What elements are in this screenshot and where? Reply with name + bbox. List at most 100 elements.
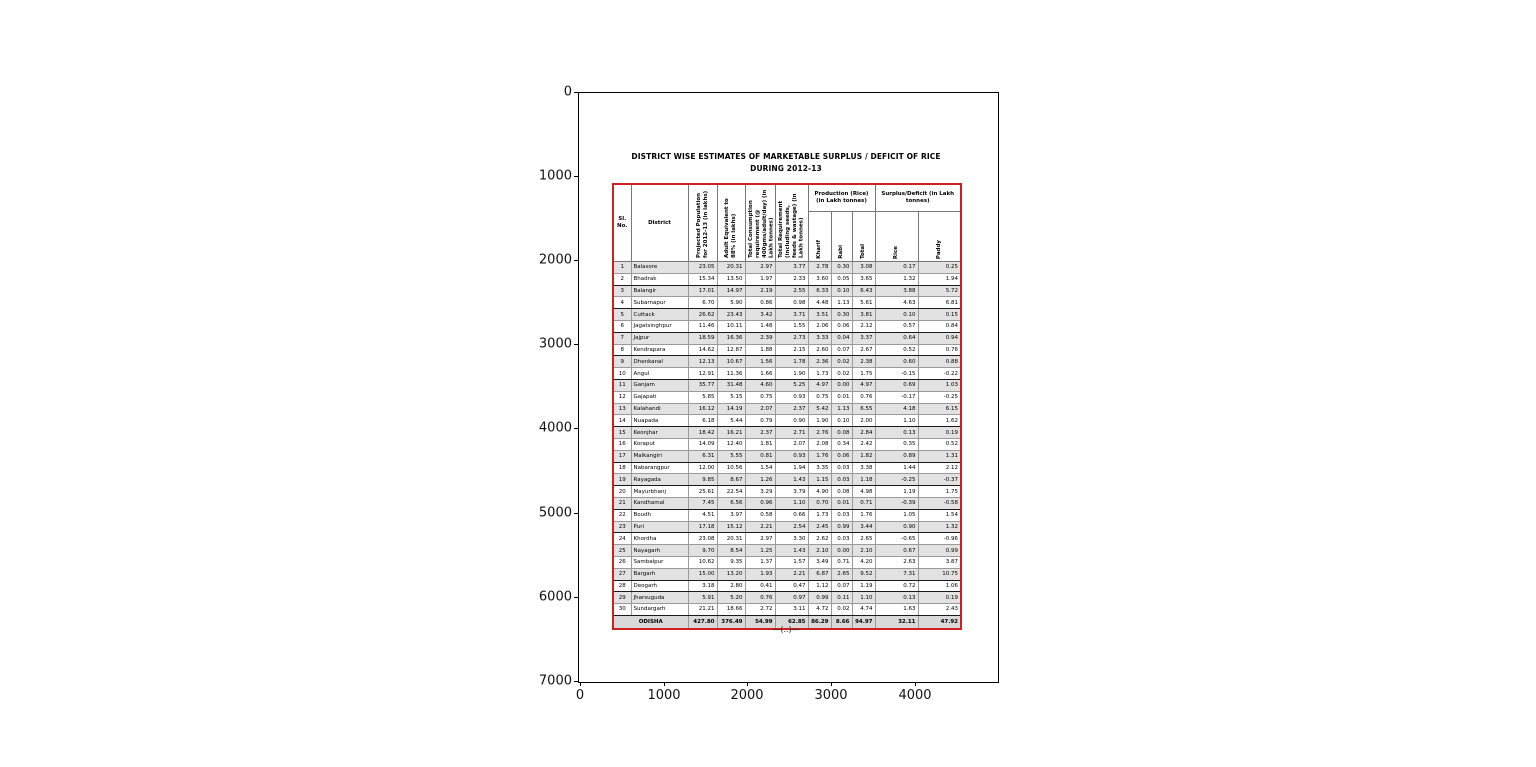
cell-sl-no: 6 xyxy=(612,319,632,333)
table-row: 25 Nayagarh 9.70 8.54 1.25 1.43 2.10 0.00 2.10 0.… xyxy=(612,544,962,557)
cell-district: Angul xyxy=(630,367,689,380)
cell-rabi: 0.01 xyxy=(830,496,853,510)
cell-rice-surplus: 0.69 xyxy=(874,378,919,392)
cell-projected-population: 25.61 xyxy=(687,485,718,498)
cell-total: 3.44 xyxy=(851,520,876,534)
cell-total-requirement: 3.79 xyxy=(774,485,809,498)
cell-district: Sundargarh xyxy=(630,603,689,616)
cell-kharif: 0.70 xyxy=(807,496,832,510)
cell-rabi: 0.00 xyxy=(830,378,853,392)
cell-district: Bargarh xyxy=(630,567,689,581)
y-tick-label: 1000 xyxy=(538,168,572,184)
cell-district: Bhadrak xyxy=(630,272,689,286)
cell-paddy-surplus: 1.06 xyxy=(917,579,962,593)
cell-kharif: 0.75 xyxy=(807,390,832,404)
cell-kharif: 3.35 xyxy=(807,461,832,475)
cell-projected-population: 4.51 xyxy=(687,508,718,522)
table-row: 14 Nuapada 6.18 5.44 0.79 0.90 1.90 0.10 2.00 1.1… xyxy=(612,414,962,428)
cell-sl-no: 19 xyxy=(612,473,632,487)
cell-total-consumption: 1.25 xyxy=(744,544,776,557)
cell-district: Keonjhar xyxy=(630,426,689,439)
header-paddy: Paddy xyxy=(917,211,962,262)
cell-rice-surplus: 3.88 xyxy=(874,284,919,298)
cell-total-requirement: 1.10 xyxy=(774,496,809,510)
cell-kharif: 2.36 xyxy=(807,355,832,369)
cell-district: Khordha xyxy=(630,532,689,546)
cell-sl-no: 14 xyxy=(612,414,632,428)
cell-sl-no: 4 xyxy=(612,296,632,310)
cell-total-requirement: 5.25 xyxy=(774,378,809,392)
cell-total: 2.42 xyxy=(851,437,876,451)
cell-total: 2.65 xyxy=(851,532,876,546)
cell-rice-surplus: 0.72 xyxy=(874,579,919,593)
header-surplus-group: Surplus/Deficit (in Lakh tonnes) xyxy=(874,183,962,212)
cell-total: 1.10 xyxy=(851,591,876,605)
cell-rabi: 0.10 xyxy=(830,284,853,298)
cell-total-consumption: 4.60 xyxy=(744,378,776,392)
cell-paddy-surplus: 6.15 xyxy=(917,402,962,416)
cell-kharif: 4.48 xyxy=(807,296,832,310)
cell-total: 0.76 xyxy=(851,390,876,404)
cell-sl-no: 28 xyxy=(612,579,632,593)
cell-projected-population: 3.18 xyxy=(687,579,718,593)
cell-total-consumption: 0.76 xyxy=(744,591,776,605)
cell-adult-equivalent: 20.31 xyxy=(716,261,746,274)
cell-kharif: 6.87 xyxy=(807,567,832,581)
cell-paddy-surplus: 2.12 xyxy=(917,461,962,475)
table-row: 11 Ganjam 35.77 31.48 4.60 5.25 4.97 0.00 4.97 0.… xyxy=(612,378,962,392)
cell-rice-surplus: 0.13 xyxy=(874,591,919,605)
cell-rice-surplus: 1.44 xyxy=(874,461,919,475)
table-end-mark: —(..)— xyxy=(772,625,800,634)
table-row: 13 Kalahandi 16.12 14.19 2.07 2.37 5.42 1.13 6.5… xyxy=(612,402,962,416)
cell-sl-no: 3 xyxy=(612,284,632,298)
cell-kharif: 4.90 xyxy=(807,485,832,498)
cell-rice-surplus: -0.17 xyxy=(874,390,919,404)
cell-total: 1.75 xyxy=(851,367,876,380)
x-tick-mark xyxy=(747,682,748,686)
cell-total-consumption: 1.48 xyxy=(744,319,776,333)
cell-district: Cuttack xyxy=(630,308,689,321)
cell-kharif: 6.33 xyxy=(807,284,832,298)
cell-paddy-surplus: 0.19 xyxy=(917,591,962,605)
cell-adult-equivalent: 12.87 xyxy=(716,343,746,357)
cell-sl-no: 20 xyxy=(612,485,632,498)
cell-rice-surplus: 1.05 xyxy=(874,508,919,522)
cell-paddy-surplus: 0.76 xyxy=(917,343,962,357)
cell-total: 6.43 xyxy=(851,284,876,298)
cell-total-consumption: 1.56 xyxy=(744,355,776,369)
cell-district: Malkangiri xyxy=(630,449,689,463)
cell-total: 1.19 xyxy=(851,579,876,593)
cell-total: 1.82 xyxy=(851,449,876,463)
x-tick-mark xyxy=(664,682,665,686)
cell-adult-equivalent: 9.35 xyxy=(716,555,746,569)
cell-adult-equivalent: 12.40 xyxy=(716,437,746,451)
cell-rabi: 0.08 xyxy=(830,485,853,498)
cell-rice-surplus: -0.65 xyxy=(874,532,919,546)
cell-adult-equivalent: 14.97 xyxy=(716,284,746,298)
cell-adult-equivalent: 18.66 xyxy=(716,603,746,616)
cell-projected-population: 23.05 xyxy=(687,261,718,274)
cell-projected-population: 18.42 xyxy=(687,426,718,439)
cell-adult-equivalent: 10.67 xyxy=(716,355,746,369)
cell-district: Mayurbhanj xyxy=(630,485,689,498)
cell-kharif: 2.10 xyxy=(807,544,832,557)
cell-district: Koraput xyxy=(630,437,689,451)
cell-sl-no: 16 xyxy=(612,437,632,451)
cell-rabi: 0.34 xyxy=(830,437,853,451)
cell-sl-no: 18 xyxy=(612,461,632,475)
cell-total-requirement: 1.78 xyxy=(774,355,809,369)
cell-rice-surplus: 1.32 xyxy=(874,272,919,286)
cell-kharif: 2.60 xyxy=(807,343,832,357)
cell-total: 9.52 xyxy=(851,567,876,581)
cell-paddy-surplus: 0.15 xyxy=(917,308,962,321)
x-tick-mark xyxy=(580,682,581,686)
table-row: 3 Balangir 17.01 14.97 2.19 2.55 6.33 0.10 6.43 3… xyxy=(612,284,962,298)
table-row: 21 Kandhamal 7.45 6.56 0.96 1.10 0.70 0.01 0.71-… xyxy=(612,496,962,510)
cell-kharif: 0.99 xyxy=(807,591,832,605)
cell-adult-equivalent: 5.20 xyxy=(716,591,746,605)
cell-kharif: 2.45 xyxy=(807,520,832,534)
cell-kharif: 4.97 xyxy=(807,378,832,392)
cell-rabi: 0.02 xyxy=(830,355,853,369)
cell-projected-population: 12.00 xyxy=(687,461,718,475)
cell-paddy-surplus: 0.99 xyxy=(917,544,962,557)
